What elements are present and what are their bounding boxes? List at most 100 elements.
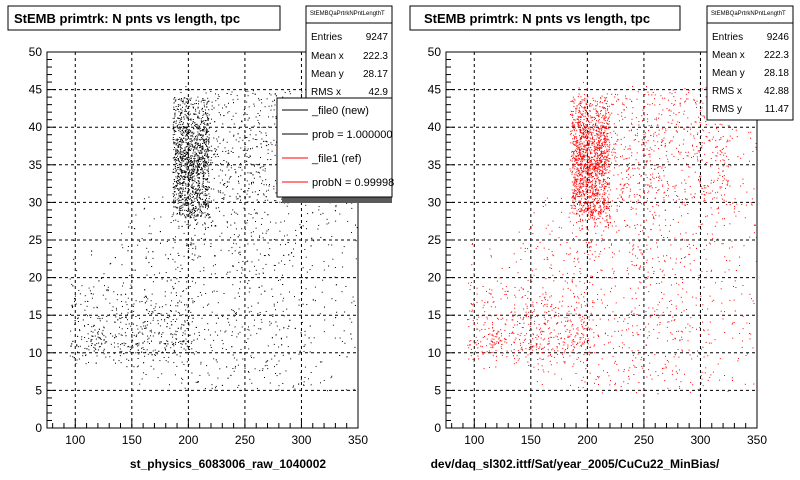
- scatter-point: [232, 147, 234, 149]
- scatter-point: [224, 104, 226, 106]
- scatter-point: [204, 216, 206, 218]
- scatter-point: [753, 303, 755, 304]
- scatter-point: [172, 288, 174, 290]
- scatter-point: [521, 297, 523, 299]
- scatter-point: [175, 170, 177, 172]
- scatter-point: [141, 378, 143, 380]
- scatter-point: [257, 313, 259, 315]
- scatter-point: [303, 385, 305, 386]
- scatter-point: [493, 342, 495, 344]
- scatter-point: [599, 134, 601, 136]
- scatter-point: [244, 149, 246, 151]
- scatter-point: [265, 311, 267, 312]
- scatter-point: [198, 255, 200, 257]
- scatter-point: [197, 193, 199, 195]
- scatter-point: [580, 132, 582, 134]
- scatter-point: [304, 330, 306, 332]
- scatter-point: [194, 151, 196, 153]
- scatter-point: [197, 215, 199, 217]
- scatter-point: [185, 110, 187, 112]
- scatter-point: [180, 151, 182, 153]
- scatter-point: [181, 177, 183, 179]
- scatter-point: [305, 241, 307, 243]
- scatter-point: [267, 360, 269, 362]
- scatter-point: [263, 140, 265, 142]
- scatter-point: [101, 332, 103, 334]
- scatter-point: [298, 304, 300, 306]
- scatter-point: [183, 232, 185, 234]
- scatter-point: [755, 146, 757, 148]
- scatter-point: [237, 198, 239, 200]
- scatter-point: [191, 178, 193, 180]
- scatter-point: [101, 342, 103, 344]
- scatter-point: [192, 131, 194, 133]
- scatter-point: [310, 342, 312, 344]
- scatter-point: [260, 319, 262, 321]
- scatter-point: [589, 173, 591, 175]
- scatter-point: [205, 154, 207, 156]
- scatter-point: [158, 332, 160, 334]
- scatter-point: [210, 145, 212, 147]
- scatter-point: [134, 228, 136, 230]
- scatter-point: [241, 272, 243, 274]
- scatter-point: [260, 110, 261, 112]
- scatter-point: [542, 352, 544, 354]
- scatter-point: [228, 152, 230, 154]
- scatter-point: [214, 273, 216, 275]
- scatter-point: [658, 133, 660, 135]
- scatter-point: [568, 216, 570, 218]
- scatter-point: [121, 312, 123, 314]
- scatter-point: [556, 346, 558, 347]
- scatter-point: [184, 188, 186, 190]
- scatter-point: [184, 387, 186, 389]
- scatter-point: [295, 242, 296, 244]
- scatter-point: [142, 342, 144, 344]
- scatter-point: [227, 152, 229, 154]
- scatter-point: [195, 207, 197, 209]
- scatter-point: [577, 176, 579, 177]
- scatter-point: [579, 101, 581, 103]
- scatter-point: [149, 225, 151, 227]
- scatter-point: [180, 207, 182, 209]
- scatter-point: [180, 139, 181, 141]
- scatter-point: [147, 313, 149, 314]
- scatter-point: [189, 160, 191, 162]
- scatter-point: [201, 192, 203, 194]
- scatter-point: [553, 329, 555, 331]
- scatter-point: [238, 295, 240, 297]
- scatter-point: [247, 338, 249, 340]
- scatter-point: [182, 184, 184, 186]
- scatter-point: [520, 247, 522, 249]
- scatter-point: [199, 194, 200, 196]
- scatter-point: [258, 201, 259, 203]
- scatter-point: [266, 184, 267, 186]
- scatter-point: [496, 334, 498, 335]
- scatter-point: [178, 179, 180, 181]
- scatter-point: [603, 165, 605, 167]
- scatter-point: [194, 159, 195, 161]
- scatter-point: [177, 176, 179, 177]
- scatter-point: [182, 128, 184, 130]
- scatter-point: [543, 258, 545, 260]
- scatter-point: [585, 171, 587, 173]
- scatter-point: [197, 167, 199, 169]
- scatter-point: [276, 325, 278, 327]
- scatter-point: [616, 209, 618, 211]
- scatter-point: [261, 182, 263, 184]
- scatter-point: [209, 150, 211, 152]
- scatter-point: [584, 202, 586, 204]
- scatter-point: [261, 138, 263, 140]
- scatter-point: [174, 206, 176, 208]
- scatter-point: [612, 149, 614, 151]
- scatter-point: [677, 159, 679, 161]
- scatter-point: [608, 141, 610, 143]
- scatter-point: [180, 147, 182, 149]
- scatter-point: [226, 273, 228, 275]
- scatter-point: [613, 253, 615, 255]
- scatter-point: [200, 145, 202, 147]
- scatter-point: [189, 196, 191, 198]
- scatter-point: [173, 131, 175, 133]
- scatter-point: [179, 120, 181, 122]
- scatter-point: [176, 331, 178, 333]
- scatter-point: [145, 327, 147, 329]
